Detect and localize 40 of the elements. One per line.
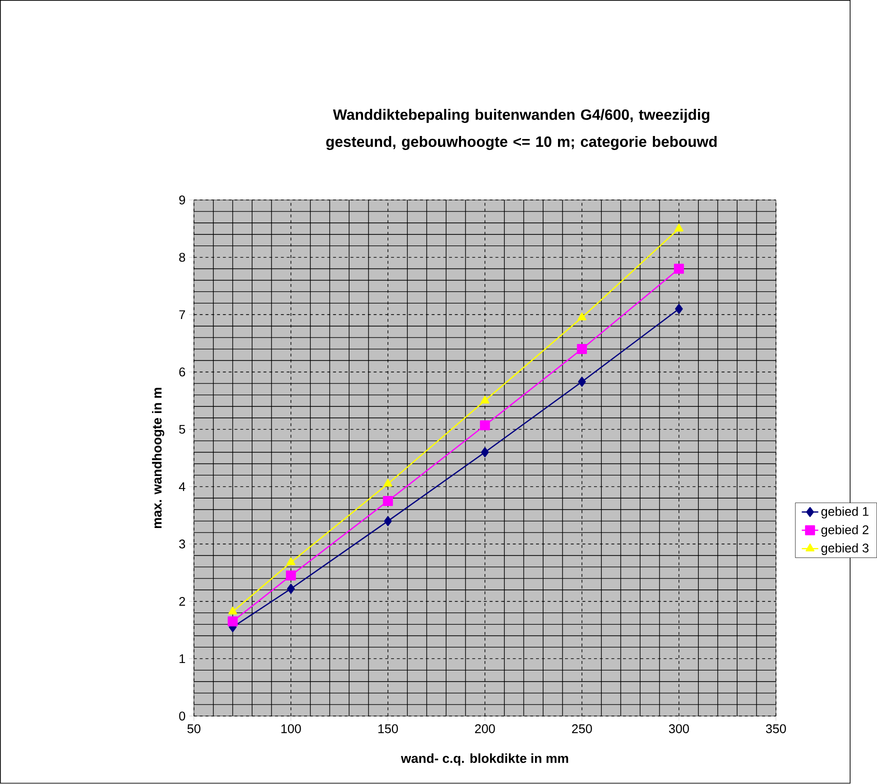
x-tick-label: 100	[281, 724, 301, 734]
x-tick-label: 150	[378, 724, 398, 734]
point	[286, 570, 296, 581]
point	[286, 558, 296, 566]
y-tick-label: 6	[179, 368, 186, 377]
x-tick-label: 200	[475, 724, 495, 734]
x-tick-label: 350	[766, 724, 786, 734]
legend-label: gebied 3	[821, 543, 868, 556]
y-tick-label: 7	[179, 310, 186, 320]
point	[228, 606, 238, 615]
legend-label: gebied 1	[821, 506, 868, 519]
y-tick-label: 3	[179, 540, 186, 549]
point	[674, 264, 684, 274]
y-tick-label: 9	[179, 196, 186, 205]
x-tick-label: 50	[187, 724, 200, 734]
point	[674, 224, 684, 232]
legend-label: gebied 2	[821, 525, 868, 537]
y-tick-label: 4	[178, 482, 186, 492]
point	[481, 447, 489, 458]
point	[576, 344, 587, 354]
point	[287, 584, 295, 594]
y-tick-label: 0	[179, 712, 186, 721]
y-axis-title: max. wandhoogte in m	[152, 388, 164, 528]
y-tick-label: 8	[179, 253, 186, 262]
y-tick-label: 5	[179, 425, 186, 434]
point	[578, 312, 586, 321]
point	[480, 420, 490, 431]
y-tick-label: 1	[180, 654, 186, 664]
chart-title: Wanddiktebepaling buitenwanden G4/600, tweezijdig gesteund, gebouwhoogte <= 10 m; categorie bebouwd	[326, 109, 717, 150]
point	[578, 376, 586, 387]
x-axis-title: wand- c.q. blokdikte in mm	[400, 754, 568, 766]
x-tick-label: 300	[668, 724, 689, 734]
y-tick-label: 2	[179, 597, 186, 606]
point	[675, 304, 683, 314]
point	[480, 396, 490, 404]
point	[228, 616, 238, 627]
point	[384, 516, 392, 526]
point	[384, 479, 392, 487]
x-tick-label: 250	[572, 724, 592, 734]
point	[382, 496, 393, 506]
